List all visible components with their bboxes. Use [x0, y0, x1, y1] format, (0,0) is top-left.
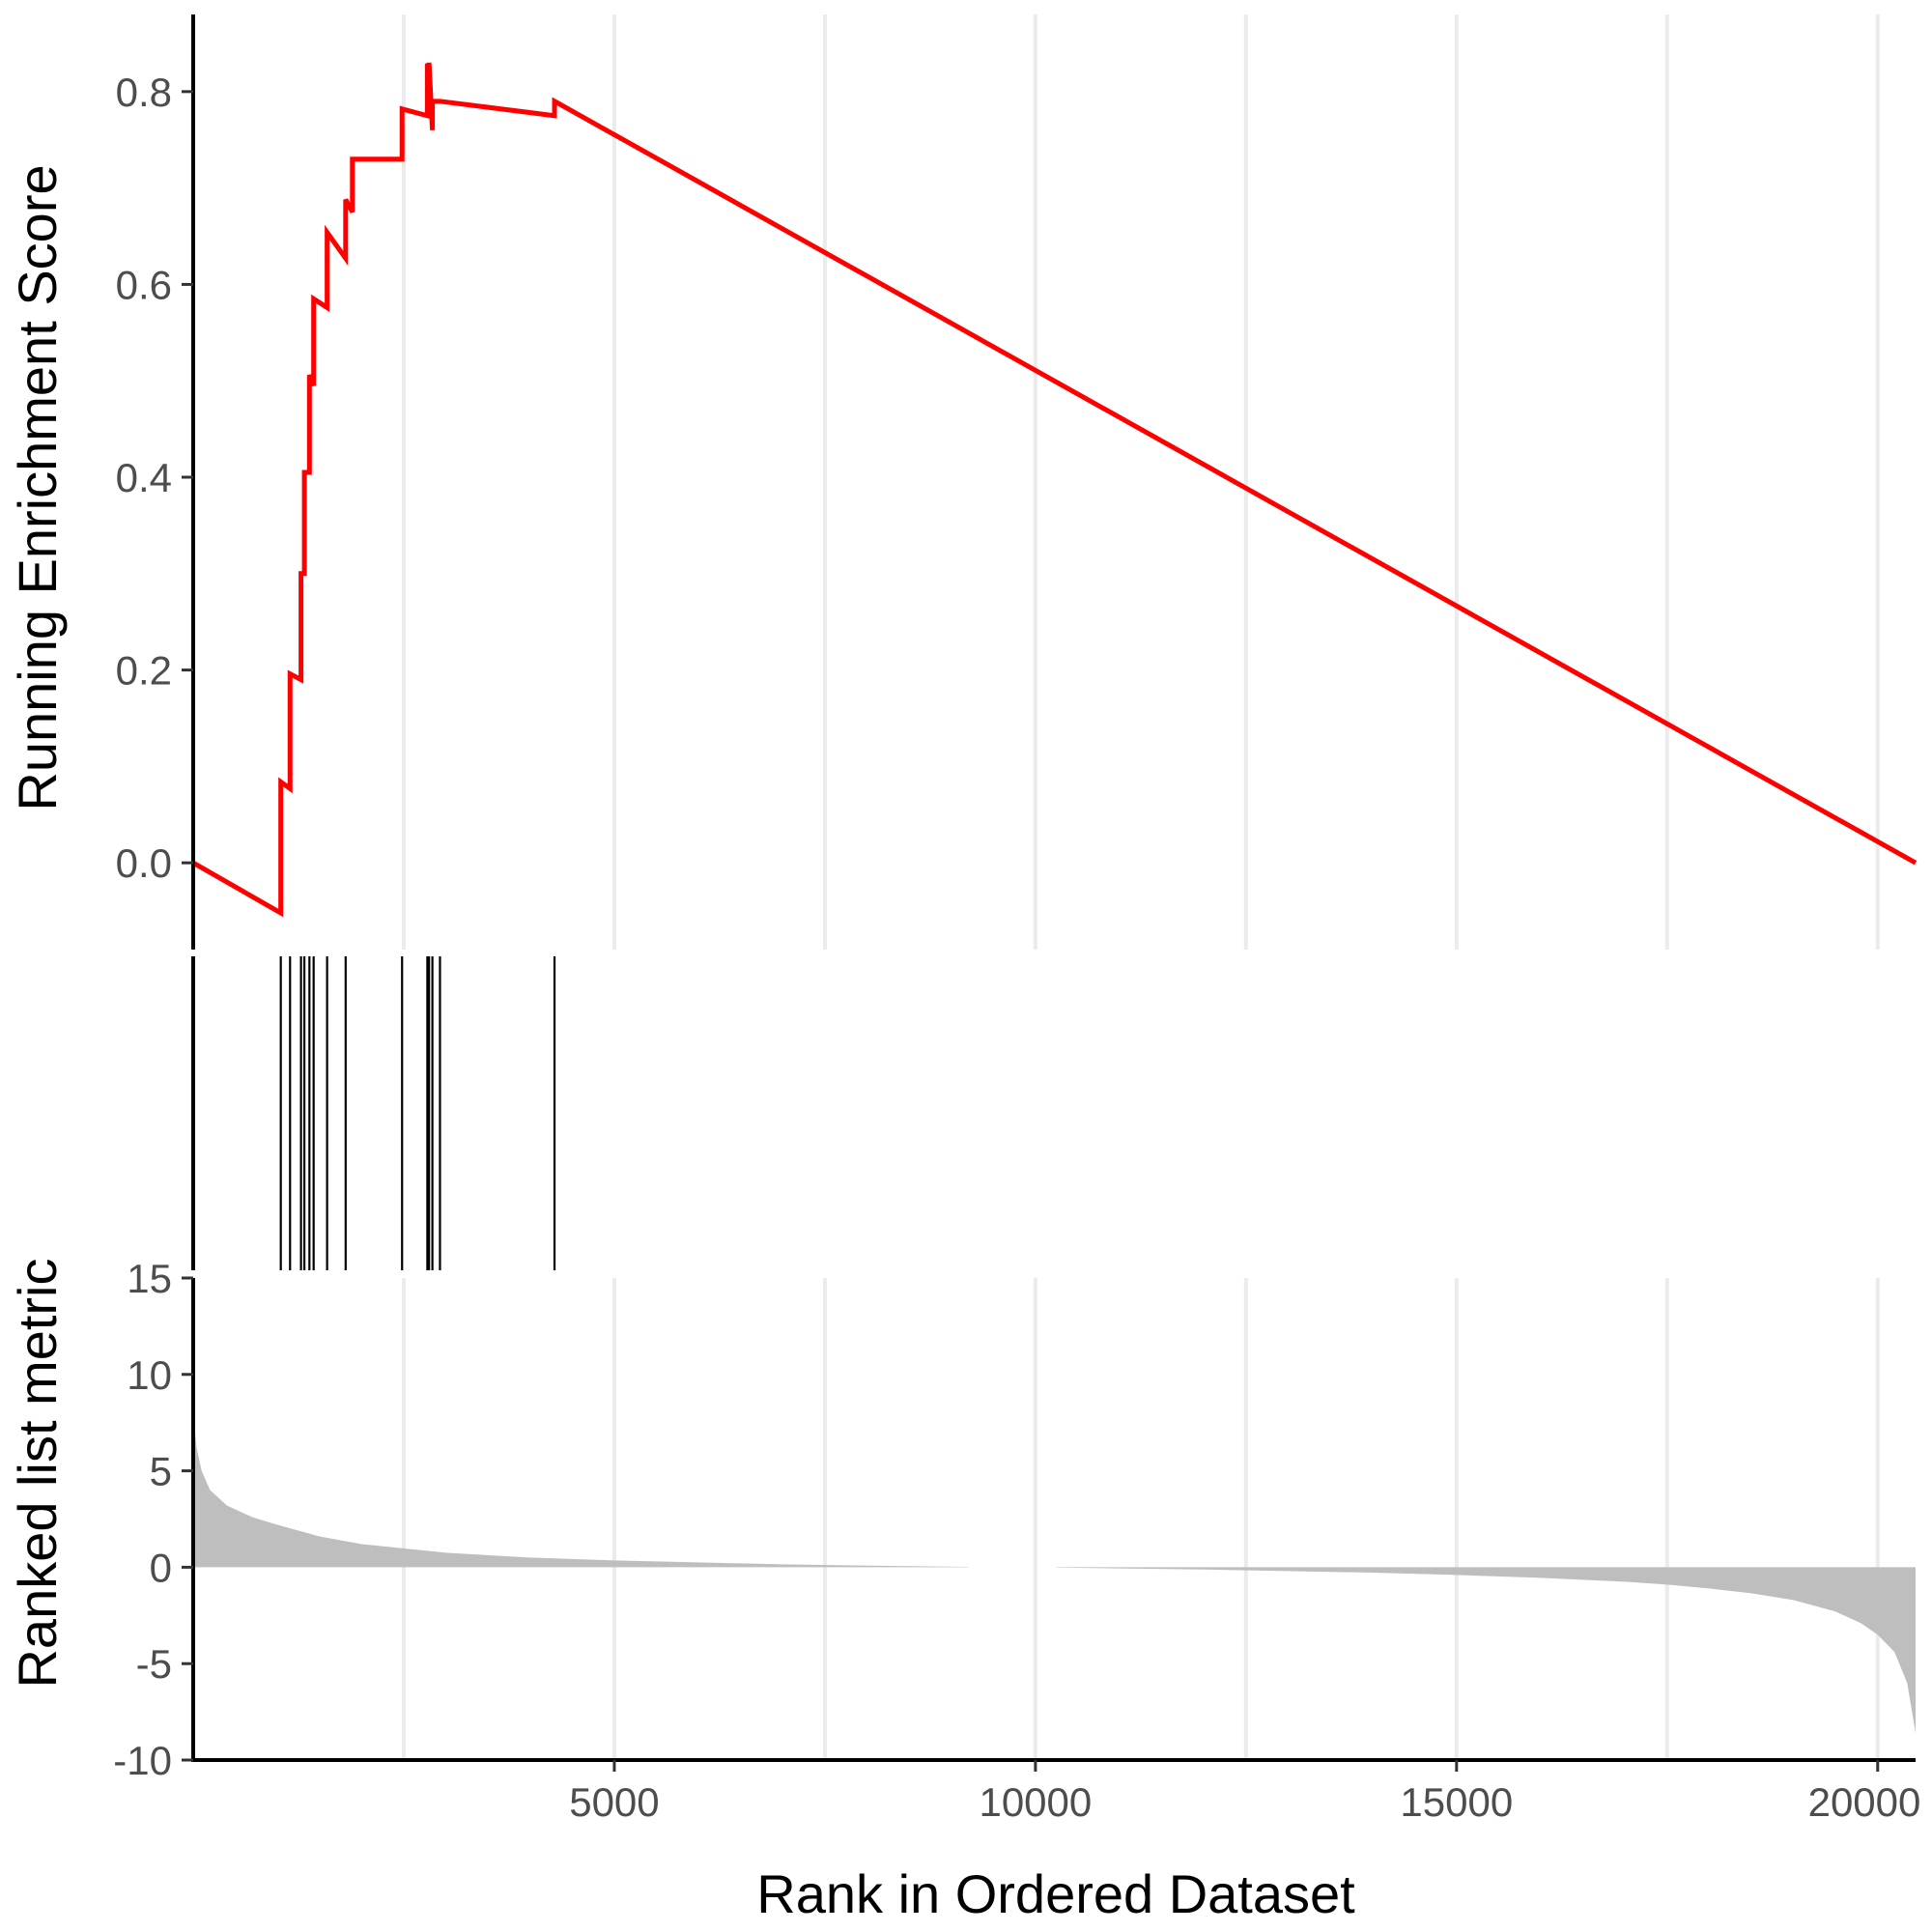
y-axis-title-enrichment: Running Enrichment Score: [7, 164, 68, 810]
y-tick-label-enrichment-4: 0.8: [116, 70, 172, 115]
hit-marks: [279, 956, 556, 1270]
x-axis-title: Rank in Ordered Dataset: [756, 1863, 1355, 1924]
x-tick-label-15000: 15000: [1400, 1779, 1513, 1825]
y-tick-label-enrichment-3: 0.6: [116, 262, 172, 307]
ranked-metric-segment-2: [1056, 1567, 1916, 1734]
y-tick-label-metric-5: 15: [127, 1256, 172, 1301]
y-tick-label-enrichment-2: 0.4: [116, 455, 172, 500]
y-tick-label-metric-1: -5: [136, 1641, 172, 1687]
y-tick-label-enrichment-0: 0.0: [116, 840, 172, 886]
y-tick-label-metric-0: -10: [113, 1738, 172, 1783]
x-tick-label-5000: 5000: [569, 1779, 659, 1825]
y-tick-label-enrichment-1: 0.2: [116, 648, 172, 694]
grid-layer: [401, 14, 1880, 1760]
x-tick-label-10000: 10000: [979, 1779, 1092, 1825]
ranked-metric-area: [193, 1412, 1916, 1734]
y-tick-label-metric-4: 10: [127, 1352, 172, 1398]
enrichment-line-layer: [191, 62, 1918, 918]
y-tick-label-metric-2: 0: [150, 1545, 172, 1590]
ranked-metric-segment-1: [193, 1412, 969, 1568]
axis-layer: 0.0 0.2 0.4 0.6 0.8 -10 -5 0 5 10 15 5000 10000 15000…: [113, 14, 1920, 1825]
y-tick-label-metric-3: 5: [150, 1449, 172, 1494]
y-axis-title-ranked-metric: Ranked list metric: [7, 1258, 68, 1688]
enrichment-score-line: [191, 62, 1918, 918]
x-tick-label-20000: 20000: [1808, 1779, 1921, 1825]
